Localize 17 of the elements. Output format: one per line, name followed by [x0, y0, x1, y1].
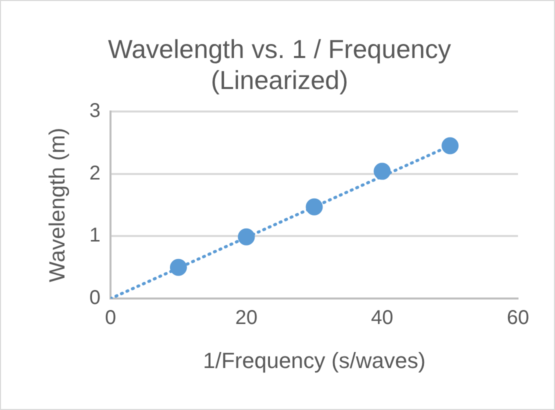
- y-axis-title: Wavelength (m): [44, 128, 70, 282]
- point: [442, 137, 459, 154]
- x-tick-label: 20: [235, 307, 258, 330]
- x-tick-label: 40: [371, 307, 394, 330]
- x-axis-title: 1/Frequency (s/waves): [202, 348, 426, 373]
- point: [374, 162, 391, 180]
- point: [170, 258, 187, 276]
- text: (Linearized): [210, 64, 348, 95]
- y-tick-label: 0: [89, 287, 101, 310]
- y-tick-label: 2: [89, 162, 101, 184]
- point: [238, 228, 255, 246]
- point: [306, 198, 323, 216]
- y-tick-label: 3: [89, 100, 101, 122]
- x-tick-label: 60: [506, 307, 530, 330]
- x-tick-label: 0: [104, 307, 116, 330]
- text: Wavelength vs. 1 / Frequency: [108, 34, 451, 64]
- y-tick-label: 1: [89, 224, 101, 247]
